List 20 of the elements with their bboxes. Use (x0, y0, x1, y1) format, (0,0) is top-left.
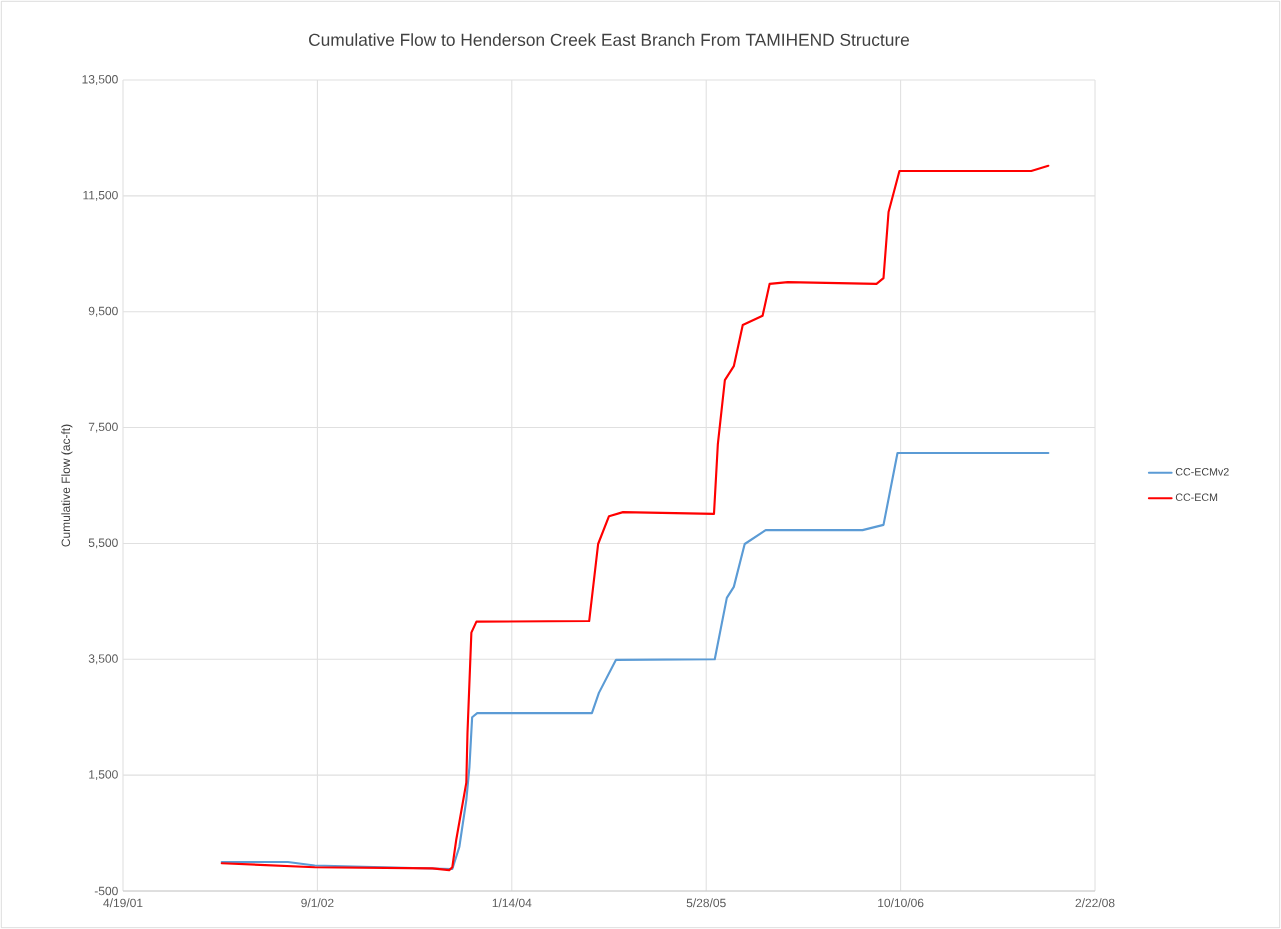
y-tick-label: 13,500 (82, 75, 118, 85)
x-tick-label: 5/28/05 (686, 898, 726, 908)
y-tick-label: 1,500 (89, 770, 118, 781)
x-tick-label: 1/14/04 (492, 898, 532, 908)
legend-label: CC-ECM (1175, 493, 1218, 502)
x-tick-label: 10/10/06 (878, 898, 924, 908)
y-tick-label: 5,500 (88, 538, 118, 549)
legend-label: CC-ECMv2 (1175, 468, 1229, 476)
x-tick-label: 9/1/02 (301, 898, 334, 908)
chart-title: Cumulative Flow to Henderson Creek East Branch From TAMIHEND Structure (309, 33, 910, 46)
x-tick-label: 4/19/01 (103, 898, 143, 908)
line-series (220, 451, 1050, 871)
y-tick-label: 11,500 (83, 190, 118, 201)
y-tick-label: 9,500 (88, 306, 118, 317)
y-tick-label: 3,500 (88, 654, 118, 665)
y-tick-label: 7,500 (88, 422, 118, 433)
y-tick-label: -500 (94, 886, 118, 896)
line-series (220, 164, 1050, 872)
x-tick-label: 2/22/08 (1075, 898, 1115, 908)
y-axis-title: Cumulative Flow (ac-ft) (61, 424, 73, 547)
